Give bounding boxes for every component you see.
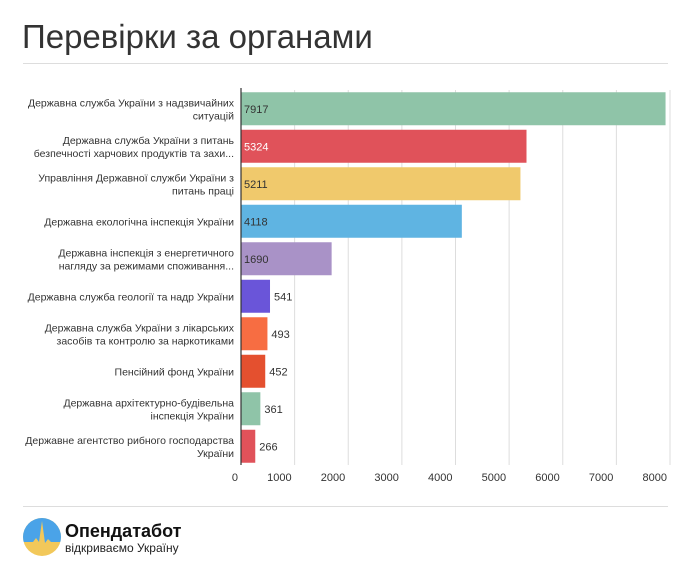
- category-label: Пенсійний фонд України: [115, 366, 235, 378]
- x-tick-label: 0: [232, 472, 238, 484]
- x-tick-label: 3000: [374, 472, 398, 484]
- data-label: 452: [269, 366, 287, 378]
- x-tick-label: 8000: [643, 472, 667, 484]
- category-label: Державна інспекція з енергетичного: [58, 247, 234, 259]
- category-label: Державна служба України з лікарських: [45, 322, 235, 334]
- bar: [241, 354, 266, 388]
- bar: [241, 204, 462, 238]
- category-label: Управління Державної служби України з: [38, 172, 234, 184]
- x-tick-label: 1000: [267, 472, 291, 484]
- bar: [241, 317, 268, 351]
- bar: [241, 429, 256, 463]
- data-label: 1690: [244, 254, 268, 266]
- x-tick-label: 7000: [589, 472, 613, 484]
- data-label: 4118: [244, 216, 268, 228]
- category-label: Державна служба геології та надр України: [28, 291, 234, 303]
- data-label: 266: [259, 441, 277, 453]
- category-label: інспекція України: [150, 410, 234, 422]
- bar: [241, 92, 666, 126]
- brand-name: Опендатабот: [65, 521, 182, 541]
- x-tick-label: 5000: [482, 472, 506, 484]
- divider: [23, 506, 668, 507]
- data-label: 361: [264, 404, 282, 416]
- bar: [241, 167, 521, 201]
- category-label: ситуацій: [193, 110, 234, 122]
- data-label: 5324: [244, 141, 268, 153]
- category-label: безпечності харчових продуктів та захи..…: [34, 148, 234, 160]
- category-label: Державне агентство рибного господарства: [25, 435, 234, 447]
- category-label: питань праці: [172, 185, 234, 197]
- bar: [241, 279, 271, 313]
- category-label: засобів та контролю за наркотиками: [57, 335, 235, 347]
- x-tick-label: 2000: [321, 472, 345, 484]
- bar-chart: 0 1000 2000 3000 4000 5000 6000 7000 8000 7917 Дер…: [25, 88, 671, 484]
- data-label: 5211: [244, 179, 268, 191]
- data-label: 541: [274, 291, 292, 303]
- brand-tagline: відкриваємо Україну: [65, 541, 179, 555]
- divider: [23, 63, 668, 64]
- bar: [241, 129, 527, 163]
- opendatabot-logo-icon: [23, 518, 61, 556]
- x-tick-label: 6000: [535, 472, 559, 484]
- category-label: Державна служба України з надзвичайних: [28, 97, 235, 109]
- bar: [241, 242, 332, 276]
- bar: [241, 392, 261, 426]
- x-tick-label: 4000: [428, 472, 452, 484]
- category-label: України: [197, 448, 234, 460]
- category-label: Державна служба України з питань: [63, 135, 235, 147]
- data-label: 7917: [244, 104, 268, 116]
- category-label: нагляду за режимами споживання...: [59, 260, 234, 272]
- data-label: 493: [271, 329, 289, 341]
- page-title: Перевірки за органами: [22, 18, 373, 55]
- category-label: Державна екологічна інспекція України: [44, 216, 234, 228]
- category-label: Державна архітектурно-будівельна: [63, 397, 234, 409]
